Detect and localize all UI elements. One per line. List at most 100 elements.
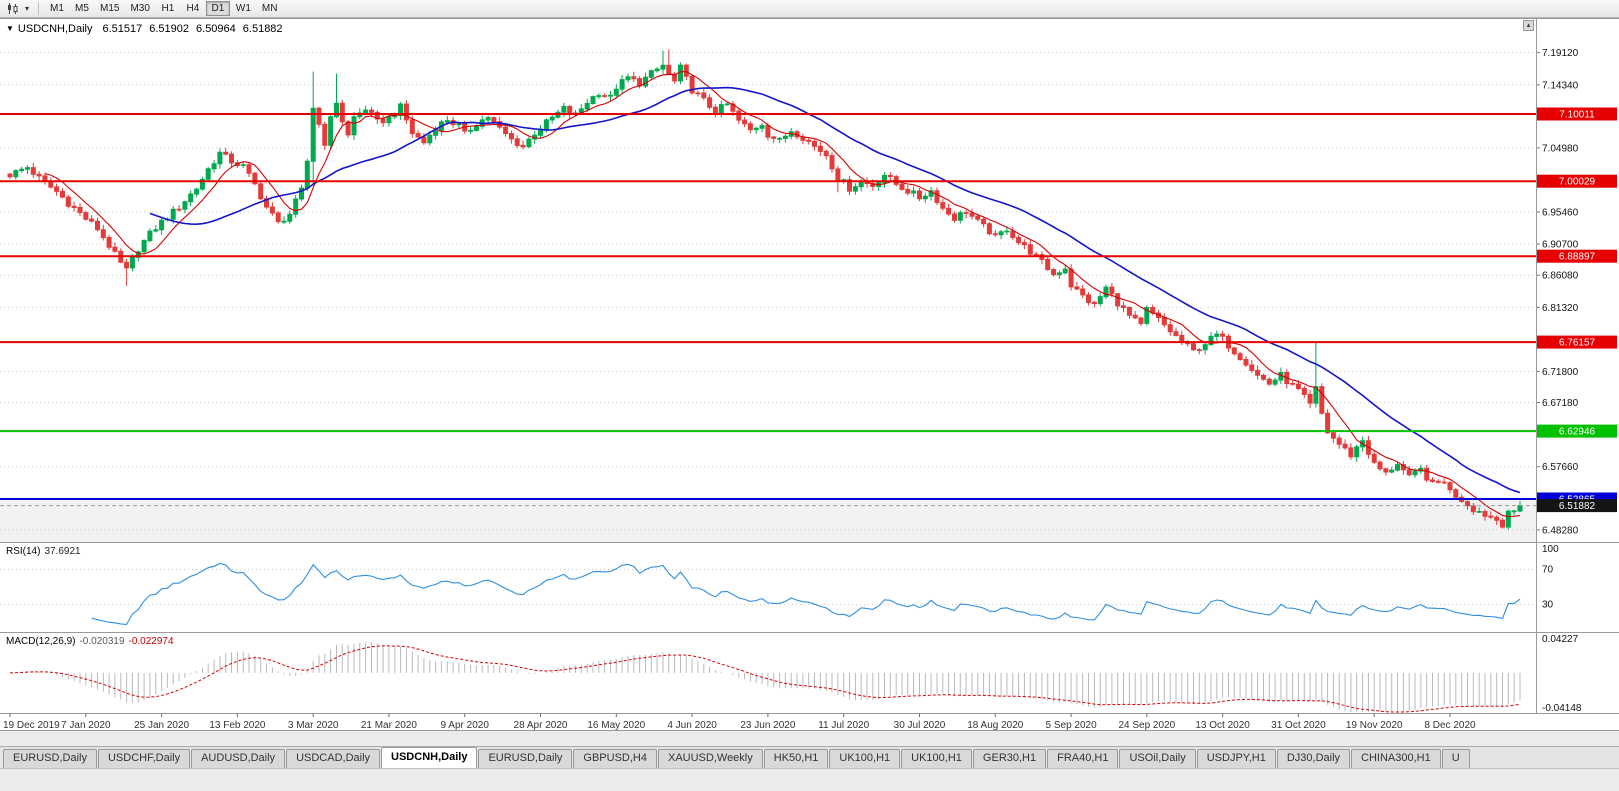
bear-candle-bodies <box>7 64 1505 528</box>
price-gridlines <box>0 52 1536 531</box>
price-axis-label: 6.67180 <box>1542 398 1579 409</box>
symbol-period-label: USDCNH,Daily <box>17 23 93 35</box>
timeframe-button-m5[interactable]: M5 <box>70 1 94 16</box>
macd-name: MACD(12,26,9) <box>6 636 76 647</box>
date-axis-label: 25 Jan 2020 <box>134 720 189 731</box>
tab-label: HK50,H1 <box>773 752 819 764</box>
date-axis-label: 19 Nov 2020 <box>1346 720 1403 731</box>
resistance-line-4-tag: 6.76157 <box>1537 335 1617 349</box>
tab-label: XAUUSD,Weekly <box>667 752 753 764</box>
resistance-line-1-tag: 7.10011 <box>1537 107 1617 121</box>
chart-tab-usdchf-daily[interactable]: USDCHF,Daily <box>97 749 191 768</box>
bear-candle-wicks <box>9 49 1503 529</box>
price-axis-label: 7.14340 <box>1542 80 1579 91</box>
rsi-axis-label: 70 <box>1542 564 1554 575</box>
chart-tab-hk50-h1[interactable]: HK50,H1 <box>763 749 829 768</box>
chart-tab-china300-h1[interactable]: CHINA300,H1 <box>1351 749 1441 768</box>
date-axis-label: 3 Mar 2020 <box>288 720 339 731</box>
bull-candle-bodies <box>13 64 1523 528</box>
expander-icon[interactable]: ▼ <box>6 24 14 33</box>
chart-tab-usdcad-daily[interactable]: USDCAD,Daily <box>286 749 381 768</box>
timeframe-button-m15[interactable]: M15 <box>95 1 124 16</box>
price-axis-label: 6.57660 <box>1542 462 1579 473</box>
macd-histogram <box>15 642 1521 712</box>
date-axis-label: 13 Oct 2020 <box>1195 720 1250 731</box>
chart-tab-uk100-h1[interactable]: UK100,H1 <box>901 749 972 768</box>
price-axis-label: 6.71800 <box>1542 367 1579 378</box>
chart-tab-usdjpy-h1[interactable]: USDJPY,H1 <box>1196 749 1276 768</box>
timeframe-button-h4[interactable]: H4 <box>181 1 205 16</box>
price-axis-label: 6.95460 <box>1542 208 1579 219</box>
date-axis-label: 7 Jan 2020 <box>61 720 111 731</box>
ma-fast-red <box>44 71 1521 517</box>
macd-main-value: -0.020319 <box>79 636 125 647</box>
low-value: 6.50964 <box>196 23 236 35</box>
chart-tab-uk100-h1[interactable]: UK100,H1 <box>829 749 901 768</box>
chart-tab-ger30-h1[interactable]: GER30,H1 <box>972 749 1047 768</box>
date-axis-label: 4 Jun 2020 <box>667 720 717 731</box>
timeframe-button-group: M1 M5 M15 M30 H1 H4 D1 W1 MN <box>45 1 282 16</box>
pane-separators[interactable] <box>0 542 1619 731</box>
rsi-line <box>91 562 1521 625</box>
tab-label: UK100,H1 <box>839 752 891 764</box>
chart-tab-bar: EURUSD,Daily USDCHF,Daily AUDUSD,Daily USDC… <box>0 746 1619 768</box>
price-axis-label: 6.90700 <box>1542 240 1579 251</box>
candlestick-glyph <box>7 3 17 14</box>
tab-label: U <box>1451 752 1460 764</box>
chart-tab-eurusd-daily[interactable]: EURUSD,Daily <box>478 749 573 768</box>
close-value: 6.51882 <box>242 23 283 35</box>
chart-tab-eurusd-daily[interactable]: EURUSD,Daily <box>3 749 97 768</box>
chart-scroll-corner-button[interactable]: ▴ <box>1523 20 1534 31</box>
timeframe-button-m1[interactable]: M1 <box>45 1 69 16</box>
date-axis-label: 24 Sep 2020 <box>1118 720 1175 731</box>
date-axis-label: 30 Jul 2020 <box>894 720 946 731</box>
chart-tab-u[interactable]: U <box>1441 749 1470 768</box>
candlestick-chart-icon[interactable] <box>4 2 20 16</box>
date-axis-label: 11 Jul 2020 <box>818 720 869 731</box>
resistance-line-2-tag: 7.00029 <box>1537 174 1617 188</box>
chart-tab-audusd-daily[interactable]: AUDUSD,Daily <box>191 749 286 768</box>
tab-label: EURUSD,Daily <box>13 752 87 764</box>
toolbar-separator <box>38 2 39 15</box>
high-value: 6.51902 <box>149 23 190 35</box>
chart-svg[interactable]: 7.19120 7.14340 7.04980 6.95460 6.90700 6.860… <box>0 19 1619 731</box>
tab-label: CHINA300,H1 <box>1361 752 1431 764</box>
rsi-level-lines <box>0 568 1536 606</box>
chart-type-dropdown-icon[interactable]: ▾ <box>24 4 29 13</box>
rsi-name: RSI(14) <box>6 546 41 557</box>
chart-tab-dj30-daily[interactable]: DJ30,Daily <box>1276 749 1351 768</box>
chart-canvas[interactable]: 7.19120 7.14340 7.04980 6.95460 6.90700 6.860… <box>0 19 1619 731</box>
date-axis-label: 21 Mar 2020 <box>361 720 418 731</box>
date-axis-label: 9 Apr 2020 <box>441 720 490 731</box>
support-line-green-tag: 6.62946 <box>1537 424 1617 438</box>
timeframe-button-mn[interactable]: MN <box>257 1 283 16</box>
tab-label: USDCHF,Daily <box>107 752 181 764</box>
tab-label: USOil,Daily <box>1129 752 1186 764</box>
window-gap <box>0 730 1619 746</box>
price-axis-label: 6.48280 <box>1542 525 1579 536</box>
tab-label: AUDUSD,Daily <box>201 752 276 764</box>
timeframe-button-d1[interactable]: D1 <box>205 1 230 16</box>
tab-label: USDCNH,Daily <box>391 751 468 763</box>
tab-label: GBPUSD,H4 <box>583 752 647 764</box>
chart-tab-gbpusd-h4[interactable]: GBPUSD,H4 <box>573 749 657 768</box>
tab-label: UK100,H1 <box>911 752 962 764</box>
chart-tab-xauusd-weekly[interactable]: XAUUSD,Weekly <box>657 749 763 768</box>
chart-tab-fra40-h1[interactable]: FRA40,H1 <box>1047 749 1119 768</box>
timeframe-toolbar: ▾ M1 M5 M15 M30 H1 H4 D1 W1 MN <box>0 0 1619 18</box>
chart-window[interactable]: 7.19120 7.14340 7.04980 6.95460 6.90700 6.860… <box>0 18 1619 731</box>
svg-text:6.62946: 6.62946 <box>1559 427 1596 438</box>
timeframe-button-m30[interactable]: M30 <box>125 1 154 16</box>
date-axis-label: 23 Jun 2020 <box>740 720 795 731</box>
chart-tab-usoil-daily[interactable]: USOil,Daily <box>1119 749 1196 768</box>
open-value: 6.51517 <box>102 23 143 35</box>
timeframe-button-h1[interactable]: H1 <box>156 1 180 16</box>
date-axis-label: 28 Apr 2020 <box>514 720 568 731</box>
price-axis-label: 7.19120 <box>1542 48 1579 59</box>
price-axis-label: 6.86080 <box>1542 271 1579 282</box>
macd-axis-label: 0.04227 <box>1542 634 1579 645</box>
price-axis-label: 6.81320 <box>1542 303 1579 314</box>
chart-tab-usdcnh-daily[interactable]: USDCNH,Daily <box>381 747 478 768</box>
timeframe-button-w1[interactable]: W1 <box>231 1 256 16</box>
bull-candle-wicks <box>15 50 1521 530</box>
